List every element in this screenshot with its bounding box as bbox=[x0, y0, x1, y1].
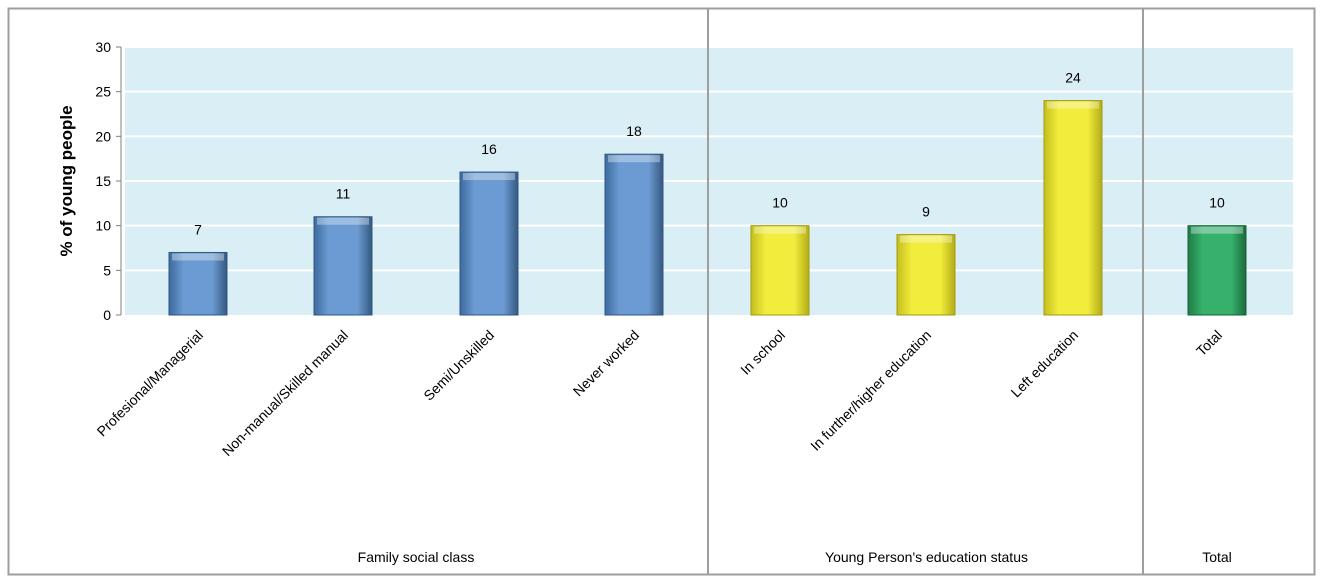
bar-3-bevel bbox=[463, 173, 515, 181]
bars bbox=[168, 100, 1247, 316]
bar-4 bbox=[604, 153, 664, 316]
bar-8 bbox=[1187, 225, 1247, 316]
x-tick-label-1: Profesional/Managerial bbox=[94, 327, 207, 440]
bar-7-bevel bbox=[1047, 101, 1099, 109]
x-tick-labels: Profesional/Managerial Non-manual/Skilled… bbox=[94, 327, 1226, 459]
x-tick-label-5: In school bbox=[737, 327, 788, 378]
data-label-3: 16 bbox=[481, 141, 497, 157]
chart-frame bbox=[7, 7, 1316, 576]
group-label-1: Family social class bbox=[358, 549, 475, 565]
bar-7 bbox=[1043, 100, 1103, 316]
y-tick-label: 5 bbox=[103, 262, 111, 278]
y-tick-label: 25 bbox=[95, 84, 111, 100]
bar-6 bbox=[896, 234, 956, 316]
y-tick-label: 20 bbox=[95, 128, 111, 144]
y-axis: 0 5 10 15 20 25 30 bbox=[95, 39, 122, 323]
y-tick-label: 30 bbox=[95, 39, 111, 55]
bar-6-bevel bbox=[900, 235, 952, 243]
bar-1 bbox=[168, 251, 228, 316]
x-tick-label-8: Total bbox=[1193, 327, 1225, 359]
x-tick-label-3: Semi/Unskilled bbox=[420, 327, 497, 404]
data-label-2: 11 bbox=[336, 186, 351, 202]
data-label-6: 9 bbox=[922, 204, 930, 220]
data-label-4: 18 bbox=[626, 123, 642, 139]
y-axis-title: % of young people bbox=[57, 105, 76, 256]
data-label-7: 24 bbox=[1065, 70, 1081, 86]
bar-5 bbox=[750, 225, 810, 316]
bar-4-bevel bbox=[608, 155, 660, 163]
x-tick-label-2: Non-manual/Skilled manual bbox=[219, 327, 351, 459]
data-label-5: 10 bbox=[772, 195, 788, 211]
data-label-1: 7 bbox=[194, 221, 202, 237]
y-tick-label: 15 bbox=[95, 173, 111, 189]
y-tick-label: 10 bbox=[95, 218, 111, 234]
x-tick-label-6: In further/higher education bbox=[807, 327, 934, 454]
bar-2-bevel bbox=[317, 217, 369, 225]
group-labels: Family social class Young Person's educat… bbox=[358, 549, 1232, 565]
group-label-3: Total bbox=[1202, 549, 1232, 565]
y-tick-label: 0 bbox=[103, 307, 111, 323]
bar-1-bevel bbox=[172, 253, 224, 261]
data-labels: 7 11 16 18 10 9 24 10 bbox=[194, 70, 1225, 238]
data-label-8: 10 bbox=[1209, 195, 1225, 211]
bar-2 bbox=[313, 216, 373, 316]
x-tick-label-7: Left education bbox=[1008, 327, 1082, 401]
group-label-2: Young Person's education status bbox=[825, 549, 1028, 565]
group-separators bbox=[707, 9, 1144, 574]
bar-3 bbox=[459, 171, 519, 316]
x-tick-label-4: Never worked bbox=[570, 327, 642, 399]
bar-8-bevel bbox=[1191, 226, 1243, 234]
bar-5-bevel bbox=[754, 226, 806, 234]
